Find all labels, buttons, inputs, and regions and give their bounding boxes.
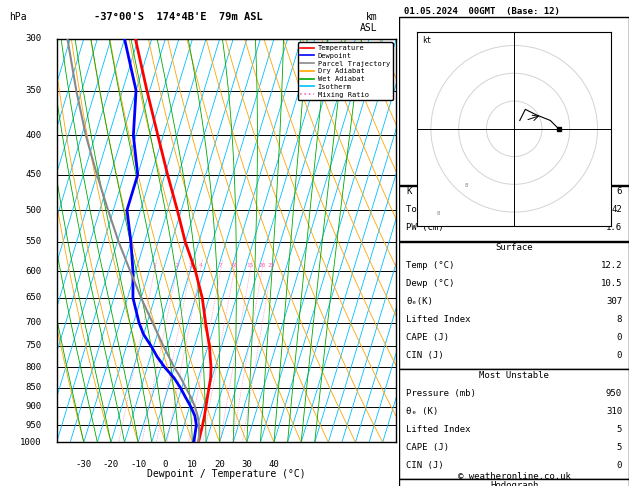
Text: 400: 400: [25, 131, 42, 140]
Text: -30: -30: [75, 460, 92, 469]
Text: 950: 950: [25, 420, 42, 430]
Text: 25: 25: [267, 263, 275, 268]
Text: CAPE (J): CAPE (J): [406, 333, 449, 342]
Text: -LCL: -LCL: [405, 420, 425, 430]
Text: -3: -3: [405, 318, 415, 327]
Text: -20: -20: [103, 460, 119, 469]
Text: 0: 0: [163, 460, 168, 469]
Text: K: K: [406, 187, 411, 196]
Text: 800: 800: [25, 363, 42, 372]
Text: Most Unstable: Most Unstable: [479, 371, 549, 380]
Text: -1: -1: [405, 402, 415, 412]
Text: 20: 20: [214, 460, 225, 469]
Text: 3: 3: [188, 263, 192, 268]
Text: Lifted Index: Lifted Index: [406, 315, 470, 324]
Text: -2: -2: [405, 363, 415, 372]
Text: 750: 750: [25, 341, 42, 350]
Text: -7: -7: [405, 131, 415, 140]
Text: Lifted Index: Lifted Index: [406, 425, 470, 434]
Text: 12.2: 12.2: [601, 261, 622, 270]
Text: 700: 700: [25, 318, 42, 327]
Text: 900: 900: [25, 402, 42, 412]
Text: -6: -6: [405, 206, 415, 214]
Text: θₑ (K): θₑ (K): [406, 407, 438, 416]
Text: Surface: Surface: [496, 243, 533, 252]
Text: 850: 850: [25, 383, 42, 392]
Text: 350: 350: [25, 86, 42, 95]
Text: 15: 15: [247, 263, 254, 268]
Text: 1000: 1000: [20, 438, 42, 447]
Text: -37°00'S  174°4B'E  79m ASL: -37°00'S 174°4B'E 79m ASL: [94, 12, 263, 22]
Text: hPa: hPa: [9, 12, 27, 22]
Text: 10: 10: [230, 263, 238, 268]
Text: ASL: ASL: [360, 23, 377, 34]
Text: 550: 550: [25, 238, 42, 246]
Text: 1: 1: [153, 263, 157, 268]
Text: θₑ(K): θₑ(K): [406, 297, 433, 306]
Text: Dewpoint / Temperature (°C): Dewpoint / Temperature (°C): [147, 469, 306, 479]
Text: CIN (J): CIN (J): [406, 461, 444, 470]
Text: 0: 0: [617, 333, 622, 342]
Bar: [399, 242, 629, 369]
Text: Totals Totals: Totals Totals: [406, 205, 476, 214]
Text: 307: 307: [606, 297, 622, 306]
Text: 20: 20: [258, 263, 265, 268]
Text: 7: 7: [219, 263, 223, 268]
Text: 5: 5: [617, 443, 622, 452]
Text: 950: 950: [606, 389, 622, 398]
Text: 4: 4: [198, 263, 202, 268]
Legend: Temperature, Dewpoint, Parcel Trajectory, Dry Adiabat, Wet Adiabat, Isotherm, Mi: Temperature, Dewpoint, Parcel Trajectory…: [298, 42, 392, 100]
Text: 600: 600: [25, 267, 42, 276]
Text: Hodograph: Hodograph: [490, 481, 538, 486]
Bar: [399, 369, 629, 479]
Text: -8: -8: [405, 35, 415, 43]
Text: 6: 6: [617, 187, 622, 196]
Text: 01.05.2024  00GMT  (Base: 12): 01.05.2024 00GMT (Base: 12): [404, 7, 560, 17]
Text: -4: -4: [405, 267, 415, 276]
Text: 8: 8: [437, 211, 440, 216]
Text: 8: 8: [464, 183, 467, 188]
Bar: [399, 479, 629, 486]
Text: Dewp (°C): Dewp (°C): [406, 279, 455, 288]
Text: km: km: [365, 12, 377, 22]
Text: CIN (J): CIN (J): [406, 351, 444, 360]
Text: -10: -10: [130, 460, 146, 469]
Text: 8: 8: [617, 315, 622, 324]
Text: 450: 450: [25, 170, 42, 179]
Text: 40: 40: [269, 460, 279, 469]
Text: 5: 5: [617, 425, 622, 434]
Text: © weatheronline.co.uk: © weatheronline.co.uk: [458, 472, 571, 481]
Text: 0: 0: [617, 461, 622, 470]
Bar: [399, 186, 629, 241]
Text: 42: 42: [611, 205, 622, 214]
Text: 310: 310: [606, 407, 622, 416]
Text: Pressure (mb): Pressure (mb): [406, 389, 476, 398]
Text: 500: 500: [25, 206, 42, 214]
Text: Temp (°C): Temp (°C): [406, 261, 455, 270]
Text: 30: 30: [242, 460, 252, 469]
Text: 650: 650: [25, 294, 42, 302]
Text: 10: 10: [187, 460, 198, 469]
Text: 10.5: 10.5: [601, 279, 622, 288]
Text: 1.6: 1.6: [606, 223, 622, 232]
Text: 0: 0: [617, 351, 622, 360]
Text: PW (cm): PW (cm): [406, 223, 444, 232]
Text: CAPE (J): CAPE (J): [406, 443, 449, 452]
Bar: [399, 17, 629, 185]
Text: 300: 300: [25, 35, 42, 43]
Text: kt: kt: [423, 35, 432, 45]
Text: 2: 2: [175, 263, 179, 268]
